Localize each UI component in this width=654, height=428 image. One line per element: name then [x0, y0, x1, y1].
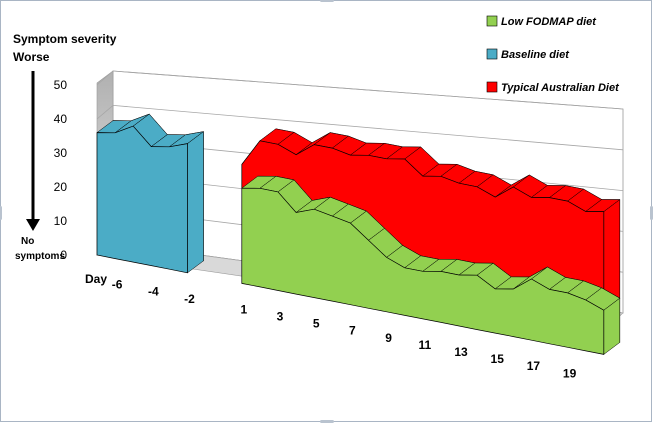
- y-tick-label: 50: [54, 78, 68, 92]
- resize-handle-bottom[interactable]: [320, 420, 334, 423]
- severity-arrow-head: [26, 219, 40, 231]
- legend-swatch: [487, 16, 497, 26]
- x-tick-label: -6: [112, 278, 123, 292]
- resize-handle-right[interactable]: [650, 206, 653, 220]
- x-tick-label: 9: [385, 331, 392, 345]
- x-tick-label: -4: [148, 285, 159, 299]
- legend-label: Low FODMAP diet: [501, 16, 597, 28]
- y-axis-title-line-1: Symptom severity: [13, 32, 117, 46]
- x-tick-label: 11: [418, 338, 431, 352]
- series-area-blue: [97, 126, 188, 273]
- y-tick-label: 20: [54, 180, 68, 194]
- x-tick-label: 19: [563, 366, 577, 380]
- resize-handle-left[interactable]: [0, 206, 2, 220]
- x-tick-label: -2: [184, 292, 195, 306]
- series-end-cap-blue: [188, 132, 204, 273]
- legend-layer: Low FODMAP diet Baseline diet Typical Aust…: [487, 16, 620, 94]
- x-tick-label: 3: [277, 310, 284, 324]
- y-tick-label: 40: [54, 112, 68, 126]
- x-tick-label: 7: [349, 324, 356, 338]
- x-tick-label: 1: [240, 302, 247, 316]
- x-axis-title: Day: [85, 272, 107, 286]
- y-axis-title-line-2: Worse: [13, 50, 50, 64]
- legend-swatch: [487, 82, 497, 92]
- x-tick-label: 13: [454, 345, 468, 359]
- legend-swatch: [487, 49, 497, 59]
- y-tick-label: 30: [54, 146, 68, 160]
- resize-handle-top[interactable]: [320, 0, 334, 2]
- x-tick-label: 17: [527, 359, 541, 373]
- x-tick-label: 15: [491, 352, 505, 366]
- legend-label: Typical Australian Diet: [501, 82, 620, 94]
- y-axis-bottom-label-line-2: symptoms: [15, 251, 65, 262]
- legend-label: Baseline diet: [501, 49, 570, 61]
- y-axis-bottom-label-line-1: No: [21, 236, 34, 247]
- x-tick-label: 5: [313, 317, 320, 331]
- y-tick-label: 10: [54, 214, 68, 228]
